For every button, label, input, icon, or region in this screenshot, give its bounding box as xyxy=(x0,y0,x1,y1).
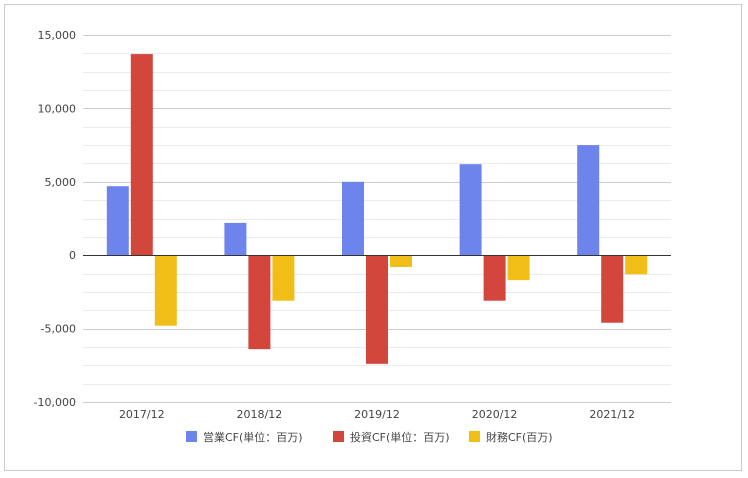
legend-label: 財務CF(百万) xyxy=(486,430,553,444)
x-tick-label: 2018/12 xyxy=(237,408,283,421)
x-axis-ticks: 2017/12 2018/12 2019/12 2020/12 2021/12 xyxy=(119,408,635,421)
bar-2017-12-series-2 xyxy=(154,255,177,326)
bar-2019-12-series-1 xyxy=(366,255,388,364)
bar-2021-12-series-1 xyxy=(601,255,624,323)
y-tick-label: 5,000 xyxy=(45,176,77,189)
y-tick-label: -10,000 xyxy=(34,396,76,409)
y-tick-label: 15,000 xyxy=(38,29,77,42)
bars xyxy=(106,54,648,364)
bar-2020-12-series-2 xyxy=(507,255,530,281)
legend-label: 営業CF(単位：百万) xyxy=(203,430,303,444)
legend-swatch xyxy=(333,431,344,442)
x-tick-label: 2017/12 xyxy=(119,408,165,421)
bar-2019-12-series-0 xyxy=(342,181,364,256)
bar-2020-12-series-1 xyxy=(483,255,506,301)
bar-2017-12-series-1 xyxy=(130,54,153,256)
y-tick-label: 0 xyxy=(69,249,76,262)
gridlines xyxy=(83,35,671,403)
x-tick-label: 2021/12 xyxy=(589,408,635,421)
x-tick-label: 2019/12 xyxy=(354,408,400,421)
legend: 営業CF(単位：百万) 投資CF(単位：百万) 財務CF(百万) xyxy=(186,430,553,444)
legend-label: 投資CF(単位：百万) xyxy=(350,430,450,444)
bar-2021-12-series-0 xyxy=(577,145,600,256)
legend-swatch xyxy=(186,431,197,442)
bar-2021-12-series-2 xyxy=(625,255,648,275)
bar-2020-12-series-0 xyxy=(459,164,482,256)
bar-2017-12-series-0 xyxy=(106,186,129,256)
bar-2019-12-series-2 xyxy=(390,255,412,267)
bar-2018-12-series-2 xyxy=(272,255,295,301)
bar-2018-12-series-1 xyxy=(248,255,271,350)
y-tick-label: 10,000 xyxy=(38,102,77,115)
y-axis-ticks: -10,000 -5,000 0 5,000 10,000 15,000 xyxy=(34,29,76,409)
x-tick-label: 2020/12 xyxy=(472,408,518,421)
y-tick-label: -5,000 xyxy=(41,323,76,336)
bar-2018-12-series-0 xyxy=(224,222,247,256)
legend-swatch xyxy=(469,431,480,442)
